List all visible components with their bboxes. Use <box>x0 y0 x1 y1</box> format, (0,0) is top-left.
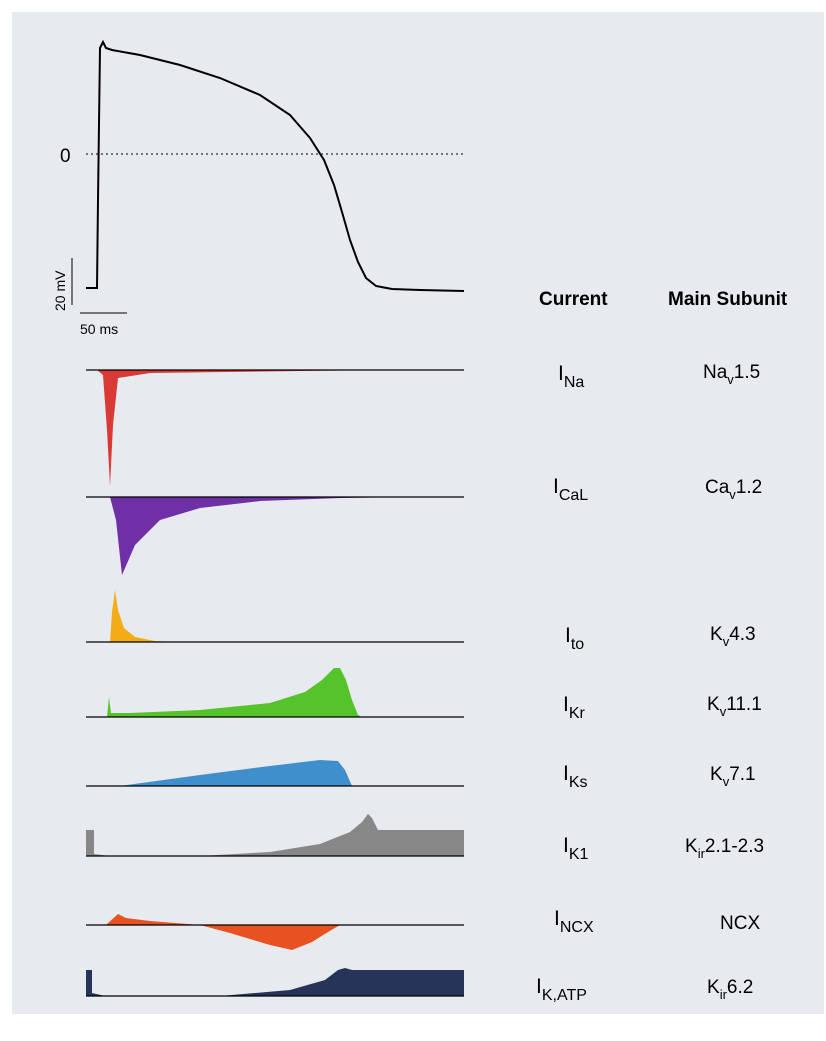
subunit-column-header: Main Subunit <box>668 289 788 310</box>
trace-fill-na <box>97 370 386 486</box>
trace-fill-katp <box>86 968 464 996</box>
voltage-scale-label: 20 mV <box>52 270 68 311</box>
trace-fill-k1 <box>86 814 464 856</box>
trace-fill-cal <box>110 497 405 575</box>
current-label-to: Ito <box>565 624 584 653</box>
subunit-label-to: Kv4.3 <box>710 624 756 649</box>
current-label-katp: IK,ATP <box>536 975 587 1004</box>
current-label-ks: IKs <box>563 762 588 791</box>
current-label-kr: IKr <box>563 693 586 722</box>
current-label-ncx: INCX <box>554 907 594 936</box>
zero-voltage-label: 0 <box>60 146 71 167</box>
time-scale-label: 50 ms <box>80 321 118 337</box>
subunit-label-ncx: NCX <box>720 913 760 934</box>
subunit-label-ks: Kv7.1 <box>710 764 756 789</box>
action-potential-trace <box>86 39 465 292</box>
current-traces <box>86 369 464 997</box>
current-label-na: INa <box>558 362 584 391</box>
trace-fill-kr <box>107 668 362 717</box>
current-label-cal: ICaL <box>553 475 588 504</box>
trace-fill-ks <box>120 760 352 786</box>
subunit-label-k1: Kir2.1-2.3 <box>685 836 764 861</box>
subunit-label-kr: Kv11.1 <box>707 694 762 719</box>
trace-fill-ncx <box>106 914 340 950</box>
current-label-k1: IK1 <box>563 834 589 863</box>
subunit-label-katp: Kir6.2 <box>707 977 753 1002</box>
current-column-header: Current <box>539 289 608 310</box>
subunit-label-na: Nav1.5 <box>703 362 760 387</box>
table-rows: INa Nav1.5 ICaL Cav1.2 Ito Kv4.3 IKr Kv1… <box>536 362 764 1004</box>
action-potential: 0 20 mV 50 ms <box>52 39 465 337</box>
trace-fill-to <box>110 590 175 642</box>
subunit-label-cal: Cav1.2 <box>705 477 762 502</box>
